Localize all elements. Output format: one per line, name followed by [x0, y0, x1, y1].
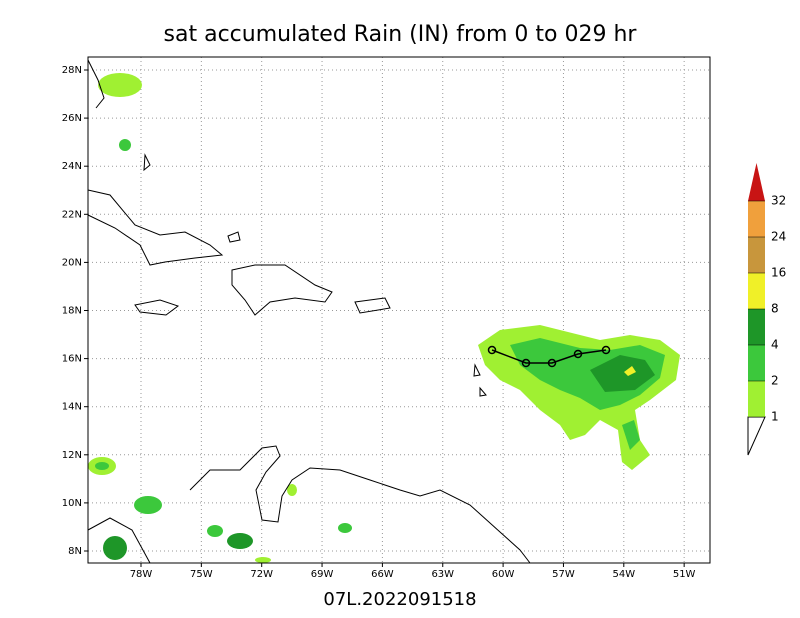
coastline [143, 153, 487, 397]
storm-symbol [547, 358, 557, 368]
lat-tick-label: 16N [62, 354, 82, 365]
colorbar-label: 4 [771, 338, 779, 352]
colorbar-segment [748, 237, 765, 273]
lat-tick-label: 14N [62, 402, 82, 413]
lat-tick-label: 24N [62, 161, 82, 172]
rain-area [119, 139, 131, 151]
colorbar-high-end [748, 163, 765, 201]
rain-area [624, 366, 636, 376]
lat-tick-label: 28N [62, 65, 82, 76]
coastline [87, 59, 105, 109]
lon-tick-label: 78W [130, 569, 153, 580]
colorbar-label: 1 [771, 410, 779, 424]
coastline [189, 445, 531, 564]
storm-track [487, 345, 611, 368]
lat-tick-label: 26N [62, 113, 82, 124]
grid [88, 57, 710, 563]
lat-tick-label: 8N [68, 546, 82, 557]
lon-tick-label: 66W [371, 569, 394, 580]
rain-area [95, 462, 109, 470]
colorbar-label: 16 [771, 266, 786, 280]
rain-area [227, 533, 253, 549]
storm-symbol [573, 349, 583, 359]
lon-tick-label: 60W [492, 569, 515, 580]
storm-symbol [601, 345, 611, 355]
track-line [491, 349, 607, 364]
lon-tick-label: 75W [190, 569, 213, 580]
coastline [231, 264, 333, 316]
lat-tick-label: 20N [62, 257, 82, 268]
map-background [88, 57, 710, 563]
lon-tick-label: 72W [250, 569, 273, 580]
colorbar-label: 32 [771, 194, 786, 208]
coastlines [87, 59, 531, 564]
rain-area [338, 523, 352, 533]
colorbar-label: 24 [771, 230, 786, 244]
rain-area [287, 484, 297, 496]
rain-area [255, 557, 271, 563]
rain-area [590, 355, 655, 392]
rain-area [510, 338, 665, 410]
lon-tick-label: 63W [431, 569, 454, 580]
rain-area [622, 420, 640, 450]
colorbar-segment [748, 345, 765, 381]
title: sat accumulated Rain (IN) from 0 to 029 … [164, 22, 638, 47]
lat-tick-label: 18N [62, 306, 82, 317]
colorbar-segment [748, 309, 765, 345]
lon-tick-label: 57W [552, 569, 575, 580]
colorbar-segment [748, 201, 765, 237]
colorbar-segment [748, 381, 765, 417]
coastline [87, 189, 224, 266]
footer-label: 07L.2022091518 [323, 589, 476, 610]
coastline [87, 517, 151, 564]
storm-symbol [487, 345, 497, 355]
rain-area [207, 525, 223, 537]
lon-tick-label: 69W [311, 569, 334, 580]
rain-area [103, 536, 127, 560]
storm-symbol [521, 358, 531, 368]
colorbar-label: 8 [771, 302, 779, 316]
lon-tick-label: 51W [673, 569, 696, 580]
colorbar-low-end [747, 416, 766, 456]
coastline [354, 297, 391, 314]
rain-area [134, 496, 162, 514]
coastline [134, 299, 180, 316]
lat-tick-label: 10N [62, 498, 82, 509]
colorbar-label: 2 [771, 374, 779, 388]
lat-tick-label: 12N [62, 450, 82, 461]
rain-area [98, 73, 142, 97]
lat-tick-label: 22N [62, 209, 82, 220]
lon-tick-label: 54W [612, 569, 635, 580]
colorbar-segment [748, 273, 765, 309]
